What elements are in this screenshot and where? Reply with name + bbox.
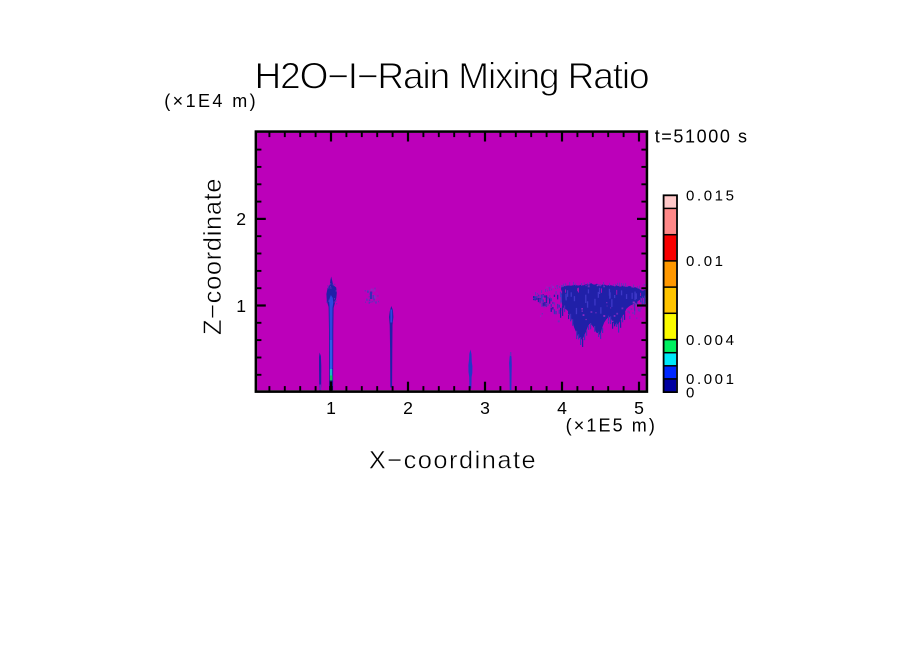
svg-text:0.001: 0.001 bbox=[686, 371, 737, 388]
svg-text:0.015: 0.015 bbox=[686, 188, 737, 205]
svg-text:1: 1 bbox=[326, 398, 336, 418]
svg-text:2: 2 bbox=[236, 209, 246, 229]
svg-text:1: 1 bbox=[236, 296, 246, 316]
svg-text:H2O−I−Rain Mixing Ratio: H2O−I−Rain Mixing Ratio bbox=[255, 56, 650, 97]
svg-text:Z−coordinate: Z−coordinate bbox=[199, 178, 227, 335]
svg-text:3: 3 bbox=[480, 398, 490, 418]
svg-text:0: 0 bbox=[686, 384, 697, 401]
svg-text:2: 2 bbox=[403, 398, 413, 418]
svg-text:X−coordinate: X−coordinate bbox=[369, 447, 537, 475]
svg-text:4: 4 bbox=[557, 398, 567, 418]
svg-text:t=51000 s: t=51000 s bbox=[655, 127, 749, 147]
svg-text:0.01: 0.01 bbox=[686, 253, 726, 270]
svg-text:(×1E4 m): (×1E4 m) bbox=[164, 91, 258, 111]
svg-text:(×1E5 m): (×1E5 m) bbox=[566, 416, 657, 436]
svg-text:0.004: 0.004 bbox=[686, 332, 737, 349]
svg-text:5: 5 bbox=[634, 398, 644, 418]
